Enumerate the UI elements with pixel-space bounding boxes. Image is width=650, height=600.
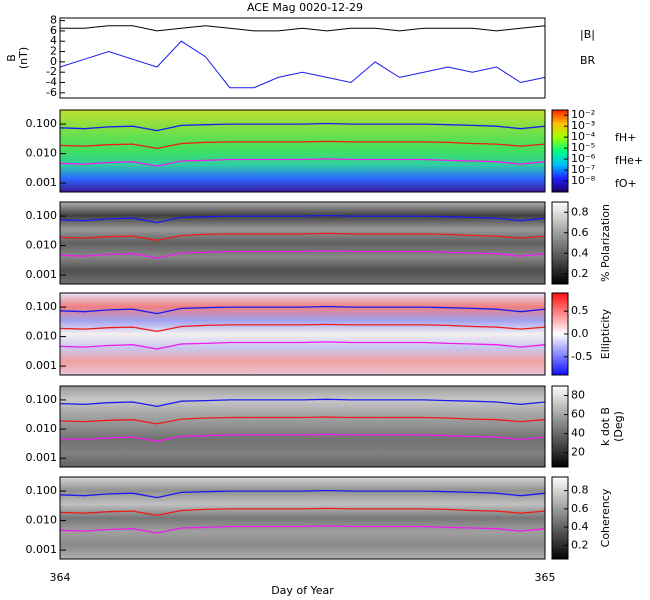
series-line [59,341,546,350]
y-tick-label: 0.001 [26,451,58,464]
y-tick-label: 0.100 [26,209,58,222]
y-tick-label: 0.001 [26,268,58,281]
colorbar-label: (Deg) [612,411,625,442]
colorbar-tick-label: 40 [571,427,585,440]
spectrogram-image [60,110,545,192]
series-line [59,507,546,517]
colorbar-tick-label: 20 [571,446,585,459]
y-tick-label: 0.100 [26,117,58,130]
colorbar-label: k dot B [599,407,612,446]
plot-frame [59,292,546,376]
x-axis-label: Day of Year [271,584,334,597]
series-line [59,416,546,425]
series-line [59,158,546,167]
spectrogram-image [60,293,545,375]
y-axis-label: B [5,54,18,62]
colorbar-tick-label: 0.4 [571,246,589,259]
colorbar [551,476,569,560]
y-tick-label: 8 [50,14,57,27]
y-tick-label: 0.100 [26,393,58,406]
y-tick-label: 6 [50,24,57,37]
y-tick-label: 0 [50,55,57,68]
colorbar-tick-label: 10⁻⁸ [571,174,596,187]
colorbar-tick-label: -0.5 [571,350,592,363]
series-line [59,433,546,442]
colorbar-tick-label: 0.0 [571,327,589,340]
x-tick-label: 364 [50,571,71,584]
colorbar-tick-label: 10⁻⁵ [571,141,595,154]
y-tick-label: 0.010 [26,239,58,252]
plot-frame [59,201,546,285]
colorbar [551,109,569,193]
y-tick-label: -6 [46,86,57,99]
series-line [59,122,546,132]
series-line [59,323,546,333]
legend-label: BR [580,54,596,67]
colorbar-tick-label: 10⁻⁷ [571,163,595,176]
y-tick-label: -2 [46,65,57,78]
y-tick-label: 0.010 [26,330,58,343]
y-tick-label: 0.100 [26,484,58,497]
colorbar-tick-label: 60 [571,408,585,421]
series-line [59,40,546,89]
y-tick-label: 0.100 [26,300,58,313]
y-tick-label: 2 [50,45,57,58]
colorbar-label: % Polarization [599,204,612,282]
colorbar-tick-label: 0.8 [571,205,589,218]
series-line [59,305,546,315]
spectrogram-image [60,477,545,559]
series-line [59,214,546,224]
colorbar-tick-label: 10⁻⁶ [571,152,596,165]
plot-frame [59,109,546,193]
series-line [59,250,546,259]
series-line [59,140,546,150]
y-tick-label: 0.001 [26,359,58,372]
colorbar [551,201,569,285]
colorbar-tick-label: 10⁻³ [571,119,595,132]
colorbar-tick-label: 0.6 [571,226,589,239]
colorbar-tick-label: 0.2 [571,538,589,551]
x-tick-label: 365 [535,571,556,584]
y-tick-label: 0.001 [26,176,58,189]
chart-title: ACE Mag 0020-12-29 [247,1,363,14]
y-tick-label: -4 [46,76,57,89]
y-axis-label: (nT) [17,47,30,69]
y-tick-label: 0.010 [26,514,58,527]
series-line [59,489,546,499]
y-tick-label: 0.010 [26,147,58,160]
spectrogram-image [60,202,545,284]
plot-frame [59,17,546,99]
colorbar-label: Ellipticity [599,308,612,359]
colorbar-tick-label: 0.8 [571,484,589,497]
plot-frame [59,385,546,468]
colorbar-tick-label: 0.6 [571,502,589,515]
legend-label: fHe+ [615,154,643,167]
colorbar-tick-label: 0.4 [571,520,589,533]
colorbar-tick-label: 80 [571,389,585,402]
y-tick-label: 4 [50,34,57,47]
series-line [60,25,546,32]
colorbar-tick-label: 0.5 [571,304,589,317]
spectrogram-image [60,386,545,467]
series-line [59,232,546,242]
plot-frame [59,476,546,560]
colorbar [551,385,569,468]
colorbar-tick-label: 10⁻² [571,108,595,121]
y-tick-label: 0.001 [26,543,58,556]
colorbar-tick-label: 0.2 [571,267,589,280]
series-line [59,398,546,408]
legend-label: fO+ [615,177,637,190]
legend-label: fH+ [615,131,636,144]
y-tick-label: 0.010 [26,422,58,435]
colorbar-tick-label: 10⁻⁴ [571,130,596,143]
series-line [59,525,546,534]
legend-label: |B| [580,28,595,41]
colorbar-label: Coherency [599,488,612,547]
